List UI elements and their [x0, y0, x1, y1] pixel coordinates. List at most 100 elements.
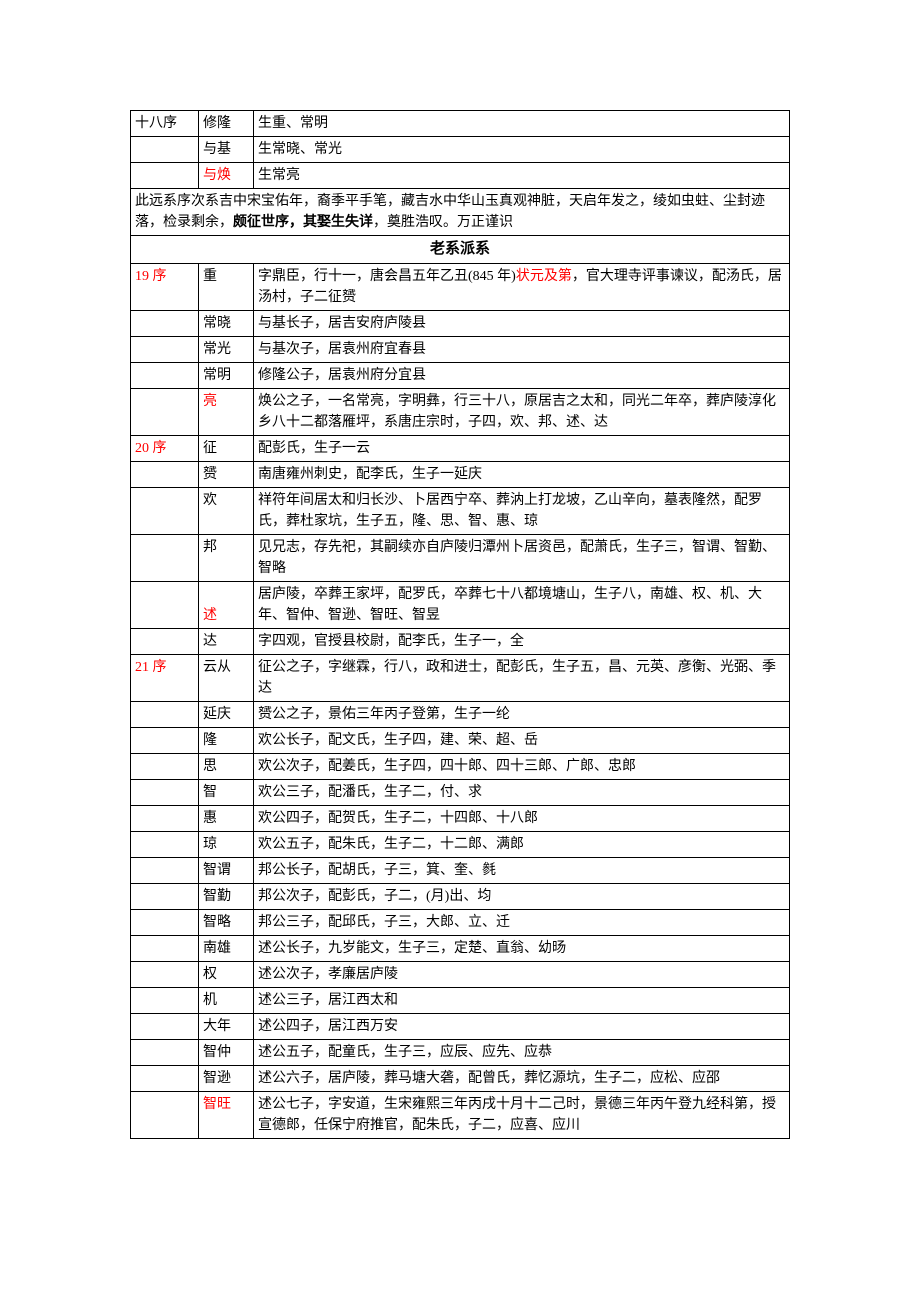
detail-cell: 邦公次子，配彭氏，子二，(月)出、均 — [254, 883, 790, 909]
table-row: 智逊述公六子，居庐陵，葬马塘大砻，配曾氏，葬忆源坑，生子二，应松、应邵 — [131, 1065, 790, 1091]
table-row: 与基生常晓、常光 — [131, 137, 790, 163]
detail-cell: 述公七子，字安道，生宋雍熙三年丙戌十月十二己时，景德三年丙午登九经科第，授宣德郎… — [254, 1091, 790, 1138]
detail-cell: 邦公长子，配胡氏，子三，箕、奎、毵 — [254, 857, 790, 883]
table-row: 十八序修隆生重、常明 — [131, 111, 790, 137]
detail-cell: 述公五子，配童氏，生子三，应辰、应先、应恭 — [254, 1039, 790, 1065]
name-cell: 大年 — [199, 1013, 254, 1039]
seq-cell — [131, 909, 199, 935]
table-row: 亮焕公之子，一名常亮，字明彝，行三十八，原居吉之太和，同光二年卒，葬庐陵淳化乡八… — [131, 388, 790, 435]
table-row: 延庆赟公之子，景佑三年丙子登第，生子一纶 — [131, 701, 790, 727]
name-cell: 与焕 — [199, 163, 254, 189]
detail-cell: 述公三子，居江西太和 — [254, 987, 790, 1013]
seq-cell: 20 序 — [131, 435, 199, 461]
name-cell: 智逊 — [199, 1065, 254, 1091]
table-row: 琼欢公五子，配朱氏，生子二，十二郎、满郎 — [131, 831, 790, 857]
table-row: 常明修隆公子，居袁州府分宜县 — [131, 362, 790, 388]
name-cell: 智仲 — [199, 1039, 254, 1065]
name-cell: 常光 — [199, 336, 254, 362]
page-container: 十八序修隆生重、常明与基生常晓、常光与焕生常亮此远系序次系吉中宋宝佑年，裔季平手… — [0, 0, 920, 1199]
table-row: 邦见兄志，存先祀，其嗣续亦自庐陵归潭州卜居资邑，配萧氏，生子三，智谓、智勤、智略 — [131, 534, 790, 581]
note-row: 此远系序次系吉中宋宝佑年，裔季平手笔，藏吉水中华山玉真观神脏，天启年发之，绫如虫… — [131, 189, 790, 236]
name-cell: 云从 — [199, 654, 254, 701]
detail-cell: 配彭氏，生子一云 — [254, 435, 790, 461]
detail-cell: 述公次子，孝廉居庐陵 — [254, 961, 790, 987]
detail-cell: 欢公四子，配贺氏，生子二，十四郎、十八郎 — [254, 805, 790, 831]
seq-cell — [131, 805, 199, 831]
table-row: 智略邦公三子，配邱氏，子三，大郎、立、迁 — [131, 909, 790, 935]
name-cell: 常晓 — [199, 310, 254, 336]
name-cell: 隆 — [199, 727, 254, 753]
note-bold: 颇征世序，其娶生失详 — [233, 215, 373, 230]
detail-cell: 修隆公子，居袁州府分宜县 — [254, 362, 790, 388]
name-cell: 智旺 — [199, 1091, 254, 1138]
detail-cell: 生常亮 — [254, 163, 790, 189]
table-row: 19 序重字鼎臣，行十一，唐会昌五年乙丑(845 年)状元及第，官大理寺评事谏议… — [131, 263, 790, 310]
name-cell: 述 — [199, 581, 254, 628]
table-row: 21 序云从征公之子，字继霖，行八，政和进士，配彭氏，生子五，昌、元英、彦衡、光… — [131, 654, 790, 701]
table-row: 隆欢公长子，配文氏，生子四，建、荣、超、岳 — [131, 727, 790, 753]
seq-cell: 21 序 — [131, 654, 199, 701]
name-cell: 延庆 — [199, 701, 254, 727]
seq-cell — [131, 987, 199, 1013]
name-cell: 征 — [199, 435, 254, 461]
seq-cell — [131, 753, 199, 779]
seq-cell — [131, 727, 199, 753]
name-cell: 智 — [199, 779, 254, 805]
detail-cell: 字四观，官授县校尉，配李氏，生子一，全 — [254, 628, 790, 654]
name-cell: 欢 — [199, 487, 254, 534]
table-row: 述居庐陵，卒葬王家坪，配罗氏，卒葬七十八都境塘山，生子八，南雄、权、机、大年、智… — [131, 581, 790, 628]
detail-pre: 字鼎臣，行十一，唐会昌五年乙丑(845 年) — [258, 269, 516, 284]
seq-cell — [131, 137, 199, 163]
seq-cell — [131, 857, 199, 883]
detail-cell: 邦公三子，配邱氏，子三，大郎、立、迁 — [254, 909, 790, 935]
table-row: 智旺述公七子，字安道，生宋雍熙三年丙戌十月十二己时，景德三年丙午登九经科第，授宣… — [131, 1091, 790, 1138]
seq-cell — [131, 1091, 199, 1138]
seq-cell — [131, 1013, 199, 1039]
seq-cell — [131, 883, 199, 909]
seq-cell — [131, 362, 199, 388]
table-row: 权述公次子，孝廉居庐陵 — [131, 961, 790, 987]
detail-cell: 欢公三子，配潘氏，生子二，付、求 — [254, 779, 790, 805]
name-cell: 琼 — [199, 831, 254, 857]
detail-cell: 赟公之子，景佑三年丙子登第，生子一纶 — [254, 701, 790, 727]
note-cell: 此远系序次系吉中宋宝佑年，裔季平手笔，藏吉水中华山玉真观神脏，天启年发之，绫如虫… — [131, 189, 790, 236]
detail-cell: 生常晓、常光 — [254, 137, 790, 163]
seq-cell — [131, 534, 199, 581]
name-cell: 南雄 — [199, 935, 254, 961]
seq-cell — [131, 935, 199, 961]
detail-cell: 见兄志，存先祀，其嗣续亦自庐陵归潭州卜居资邑，配萧氏，生子三，智谓、智勤、智略 — [254, 534, 790, 581]
seq-cell — [131, 581, 199, 628]
table-row: 南雄述公长子，九岁能文，生子三，定楚、直翁、幼旸 — [131, 935, 790, 961]
detail-cell: 述公长子，九岁能文，生子三，定楚、直翁、幼旸 — [254, 935, 790, 961]
table-row: 与焕生常亮 — [131, 163, 790, 189]
name-cell: 重 — [199, 263, 254, 310]
seq-cell — [131, 487, 199, 534]
table-row: 机述公三子，居江西太和 — [131, 987, 790, 1013]
seq-cell — [131, 310, 199, 336]
detail-cell: 欢公五子，配朱氏，生子二，十二郎、满郎 — [254, 831, 790, 857]
table-row: 智勤邦公次子，配彭氏，子二，(月)出、均 — [131, 883, 790, 909]
seq-cell: 十八序 — [131, 111, 199, 137]
table-row: 赟南唐雍州刺史，配李氏，生子一延庆 — [131, 461, 790, 487]
table-body: 十八序修隆生重、常明与基生常晓、常光与焕生常亮此远系序次系吉中宋宝佑年，裔季平手… — [131, 111, 790, 1139]
note-post: ，奠胜浩叹。万正谨识 — [373, 215, 513, 230]
detail-cell: 祥符年间居太和归长沙、卜居西宁卒、葬汭上打龙坡，乙山辛向，墓表隆然，配罗氏，葬杜… — [254, 487, 790, 534]
detail-red: 状元及第 — [516, 269, 572, 284]
seq-cell — [131, 701, 199, 727]
seq-cell: 19 序 — [131, 263, 199, 310]
seq-cell — [131, 961, 199, 987]
table-row: 智仲述公五子，配童氏，生子三，应辰、应先、应恭 — [131, 1039, 790, 1065]
table-row: 达字四观，官授县校尉，配李氏，生子一，全 — [131, 628, 790, 654]
table-row: 常光与基次子，居袁州府宜春县 — [131, 336, 790, 362]
detail-cell: 南唐雍州刺史，配李氏，生子一延庆 — [254, 461, 790, 487]
detail-cell: 居庐陵，卒葬王家坪，配罗氏，卒葬七十八都境塘山，生子八，南雄、权、机、大年、智仲… — [254, 581, 790, 628]
table-row: 惠欢公四子，配贺氏，生子二，十四郎、十八郎 — [131, 805, 790, 831]
detail-cell: 述公六子，居庐陵，葬马塘大砻，配曾氏，葬忆源坑，生子二，应松、应邵 — [254, 1065, 790, 1091]
detail-cell: 欢公次子，配姜氏，生子四，四十郎、四十三郎、广郎、忠郎 — [254, 753, 790, 779]
seq-cell — [131, 163, 199, 189]
detail-cell: 字鼎臣，行十一，唐会昌五年乙丑(845 年)状元及第，官大理寺评事谏议，配汤氏，… — [254, 263, 790, 310]
name-cell: 智略 — [199, 909, 254, 935]
table-row: 思欢公次子，配姜氏，生子四，四十郎、四十三郎、广郎、忠郎 — [131, 753, 790, 779]
seq-cell — [131, 336, 199, 362]
detail-cell: 与基长子，居吉安府庐陵县 — [254, 310, 790, 336]
